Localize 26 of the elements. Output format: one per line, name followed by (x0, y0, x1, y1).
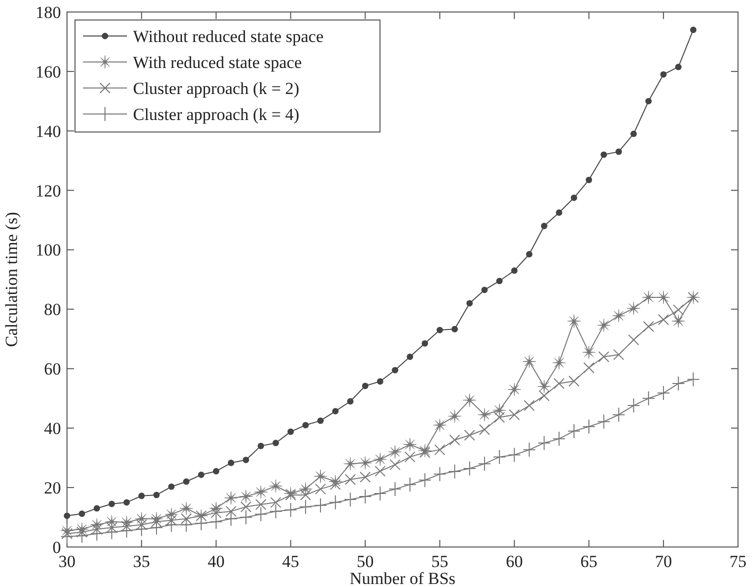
x-tick-label: 30 (58, 552, 76, 571)
x-tick-label: 45 (282, 552, 300, 571)
x-tick-label: 70 (654, 552, 672, 571)
x-tick-label: 55 (431, 552, 448, 571)
legend-label: With reduced state space (133, 52, 302, 72)
y-tick-label: 40 (44, 419, 61, 438)
x-tick-label: 50 (356, 552, 374, 571)
y-tick-label: 120 (36, 181, 61, 200)
legend-label: Cluster approach (k = 2) (133, 78, 300, 98)
x-tick-label: 75 (730, 552, 746, 571)
legend-label: Cluster approach (k = 4) (133, 104, 300, 124)
x-tick-label: 60 (506, 552, 523, 571)
x-tick-label: 40 (208, 552, 225, 571)
y-tick-label: 0 (52, 538, 61, 557)
y-axis-title: Calculation time (s) (2, 212, 21, 348)
y-tick-label: 20 (44, 478, 61, 498)
x-tick-label: 35 (133, 552, 150, 571)
x-axis-title: Number of BSs (350, 569, 456, 587)
y-tick-label: 160 (36, 62, 61, 82)
y-tick-label: 100 (36, 240, 61, 260)
y-tick-label: 80 (44, 300, 61, 320)
y-tick-label: 180 (36, 2, 61, 22)
x-tick-label: 65 (580, 552, 598, 571)
legend-label: Without reduced state space (133, 26, 324, 46)
y-tick-label: 60 (44, 360, 61, 379)
y-tick-label: 140 (36, 122, 61, 141)
